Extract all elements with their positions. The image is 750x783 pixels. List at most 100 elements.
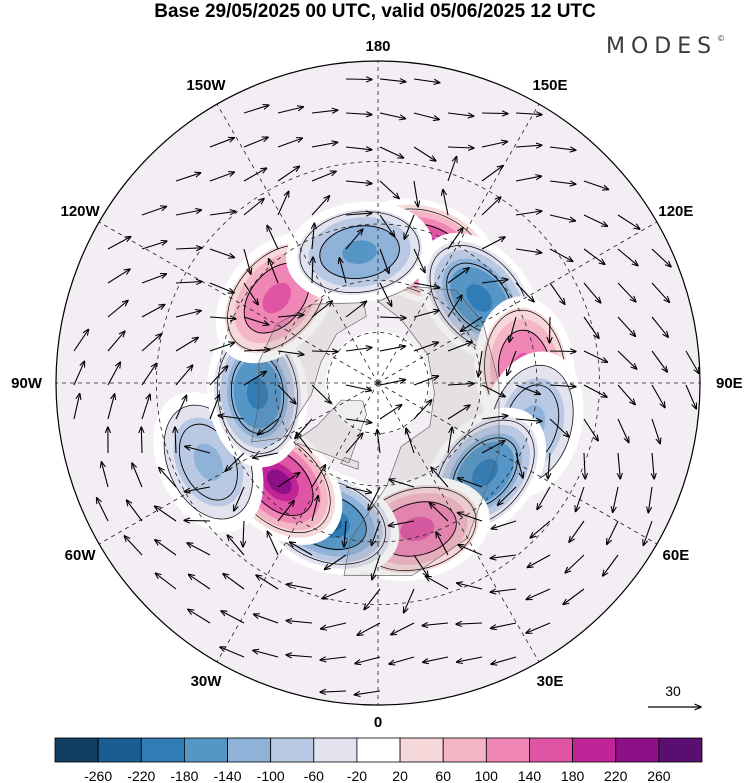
wind-arrow: [478, 350, 483, 377]
wind-arrow: [296, 432, 313, 454]
wind-arrow: [324, 554, 347, 570]
colorbar-swatch: [615, 737, 660, 763]
anomaly-contour: [193, 443, 223, 481]
wind-arrow: [460, 316, 483, 331]
colorbar-tick-label: 260: [647, 768, 671, 783]
wind-arrow: [481, 142, 507, 148]
colorbar-tick-label: -60: [304, 768, 324, 783]
wind-arrow: [243, 168, 267, 182]
wind-arrow: [481, 416, 508, 420]
wind-arrow: [515, 145, 542, 147]
map-border: [55, 60, 701, 706]
wind-arrow: [584, 452, 585, 479]
latitude-circle: [156, 161, 600, 605]
height-contour: [319, 225, 400, 279]
wind-arrow: [617, 214, 640, 229]
wind-arrow: [175, 365, 193, 386]
wind-arrow: [184, 486, 211, 492]
wind-arrow: [97, 498, 109, 522]
wind-arrow: [141, 334, 162, 352]
wind-arrow: [209, 343, 235, 352]
wind-arrow: [481, 441, 505, 454]
wind-arrow: [223, 574, 245, 590]
colorbar-swatch: [227, 737, 272, 763]
wind-arrow: [617, 418, 629, 443]
wind-arrow: [481, 280, 508, 284]
wind-arrow: [345, 384, 371, 391]
wind-arrow: [549, 282, 565, 304]
wind-arrow: [447, 405, 470, 420]
wind-arrow: [379, 346, 406, 352]
wind-arrow: [267, 225, 279, 250]
wind-arrow: [481, 237, 505, 250]
colorbar-swatch: [270, 737, 315, 763]
wind-arrow: [379, 405, 402, 420]
wind-arrow: [583, 282, 601, 303]
wind-arrow: [141, 305, 165, 318]
wind-arrow: [188, 609, 211, 624]
wind-arrow: [429, 503, 449, 522]
colorbar-swatch: [485, 737, 530, 763]
wind-arrow: [550, 316, 551, 343]
colorbar-tick-label: 20: [392, 768, 408, 783]
wind-arrow: [447, 228, 463, 250]
wind-arrow: [509, 316, 517, 342]
anomaly-contour: [400, 516, 435, 542]
wind-arrow: [481, 113, 508, 114]
wind-arrow: [617, 384, 635, 405]
wind-arrow: [617, 282, 636, 302]
wind-arrow: [101, 462, 109, 488]
wind-arrow: [379, 317, 406, 318]
wind-arrow: [651, 350, 667, 372]
map-title: Base 29/05/2025 00 UTC, valid 05/06/2025…: [154, 1, 596, 22]
wind-arrow: [685, 350, 699, 374]
wind-arrow: [243, 282, 258, 305]
wind-arrow: [311, 171, 336, 182]
colorbar-tick-label: 100: [475, 768, 499, 783]
colorbar-swatch: [54, 737, 99, 763]
wind-arrow: [379, 282, 392, 306]
wind-arrow: [447, 157, 457, 182]
longitude-label: 60E: [663, 547, 690, 564]
wind-arrow: [357, 622, 381, 635]
wind-arrow: [277, 138, 302, 148]
wind-arrow: [345, 213, 372, 215]
wind-arrow: [413, 342, 439, 352]
wind-arrow: [368, 486, 381, 510]
wind-arrow: [491, 656, 517, 664]
wind-arrow: [651, 384, 665, 408]
wind-arrow: [603, 554, 619, 576]
colorbar-tick-label: -220: [127, 768, 155, 783]
wind-arrow: [515, 452, 523, 478]
wind-arrow: [537, 486, 551, 510]
wind-arrow: [277, 473, 300, 488]
wind-arrow: [107, 300, 128, 318]
wind-arrow: [413, 376, 438, 386]
wind-arrow: [209, 282, 234, 293]
wind-arrow: [583, 350, 608, 362]
wind-arrow: [209, 395, 219, 420]
wind-arrow: [481, 197, 501, 216]
wind-arrow: [563, 588, 585, 605]
wind-arrow: [549, 385, 576, 387]
wind-arrow: [175, 427, 176, 454]
wind-arrow: [491, 520, 517, 529]
colorbar-swatch: [658, 737, 703, 763]
colorbar-tick-label: 180: [561, 768, 585, 783]
wind-arrow: [413, 554, 428, 577]
wind-arrow: [447, 342, 472, 352]
wind-arrow: [515, 248, 542, 253]
wind-arrow: [643, 520, 653, 546]
wind-vectors: [73, 79, 699, 695]
longitude-label: 30E: [537, 673, 564, 690]
wind-arrow: [107, 269, 130, 284]
wind-arrow: [526, 588, 551, 600]
colorbar-tick-label: 220: [604, 768, 628, 783]
longitude-label: 0: [374, 714, 382, 731]
wind-arrow: [413, 282, 440, 288]
wind-arrow: [491, 622, 517, 628]
wind-arrow: [549, 214, 575, 221]
wind-arrow: [379, 248, 389, 273]
wind-arrow: [481, 384, 505, 397]
wind-arrow: [569, 520, 585, 542]
